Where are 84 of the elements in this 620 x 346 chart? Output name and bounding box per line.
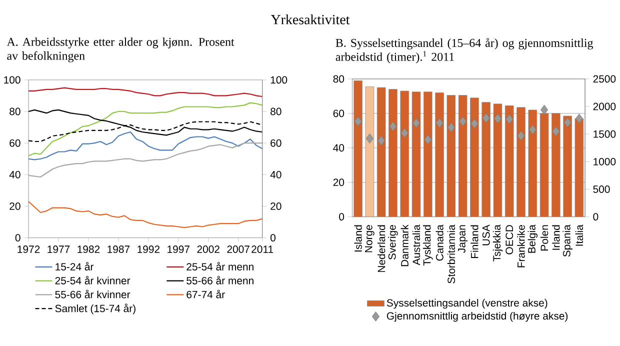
y-tick-label: 80: [270, 108, 282, 116]
x-tick-label: Belgia: [528, 224, 538, 253]
x-tick-label: 1982: [78, 246, 100, 254]
x-tick-label: Nederland: [378, 225, 386, 272]
x-tick-label: Danmark: [400, 224, 408, 266]
y2-tick-label: 2500: [593, 75, 616, 83]
x-tick-label: USA: [482, 224, 490, 246]
y-tick-label: 40: [270, 171, 282, 178]
y-tick-label: 0: [270, 234, 276, 242]
x-tick-label: Japan: [458, 225, 468, 254]
x-tick-label: Frankrike: [517, 225, 525, 268]
x-tick-label: OECD: [506, 225, 514, 254]
y2-tick-label: 0: [15, 234, 20, 242]
point: [482, 113, 490, 124]
x-tick-label: 2002: [197, 246, 220, 254]
point: [354, 116, 362, 127]
y-tick-label: 0: [339, 213, 344, 221]
y2-tick-label: 100: [4, 76, 20, 84]
y2-tick-label: 0: [593, 213, 598, 221]
x-tick-label: Sverige: [388, 225, 398, 260]
legend-label: Samlet (15-74 år): [55, 304, 136, 314]
y2-tick-label: 40: [9, 171, 20, 179]
legend-label: 55-66 år kvinner: [55, 290, 130, 298]
point: [412, 118, 420, 128]
x-tick-label: Canada: [436, 224, 444, 261]
y2-tick-label: 1000: [594, 158, 616, 166]
x-tick-label: 1972: [18, 246, 40, 254]
point: [470, 118, 478, 129]
x-tick-label: Polen: [540, 225, 548, 251]
legend-label: Sysselsettingsandel (venstre akse): [386, 299, 548, 309]
y2-tick-label: 1500: [594, 130, 616, 138]
y2-tick-label: 20: [10, 202, 20, 210]
x-tick-label: Finland: [470, 225, 478, 258]
y-tick-label: 40: [333, 144, 344, 152]
point: [400, 128, 408, 138]
y2-tick-label: 60: [10, 140, 20, 147]
point: [517, 130, 525, 141]
x-tick-label: 1977: [48, 246, 70, 254]
x-tick-label: Tsjekkia: [492, 224, 503, 262]
legend-label: 67-74 år: [186, 290, 225, 298]
point: [540, 104, 548, 115]
point: [528, 124, 536, 135]
point: [436, 118, 444, 128]
x-tick-label: Australia: [412, 224, 420, 266]
point: [424, 134, 432, 145]
x-tick-label: Norge: [365, 225, 374, 252]
y-tick-label: 80: [333, 75, 344, 83]
x-tick-label: 1997: [168, 246, 190, 254]
point: [389, 122, 397, 132]
text: Yrkesaktivitet: [270, 14, 350, 24]
y2-tick-label: 80: [10, 108, 20, 116]
point: [378, 136, 386, 146]
x-tick-label: 1992: [138, 246, 160, 254]
point: [366, 134, 374, 144]
chart-title: B. Sysselsettingsandel (15–64 år) og gjennomsnittlig arbeidstid (timer).$^{1}$ 2011: [336, 38, 594, 64]
x-tick-label: Irland: [552, 225, 560, 250]
chart-subtitle: A. Arbeidsstyrke etter alder og kjønn. Prosent av befolkningen: [6, 38, 234, 62]
x-tick-label: Spania: [562, 224, 572, 257]
point: [506, 114, 514, 124]
point: [564, 118, 572, 128]
x-tick-label: Italia: [575, 224, 584, 246]
legend-label: 25-54 år menn: [186, 262, 254, 271]
point: [552, 126, 560, 136]
legend-label: Gjennomsnittlig arbeidstid (høyre akse): [386, 312, 568, 322]
x-tick-label: Storbritannia: [447, 224, 456, 284]
x-tick-label: Tyskland: [423, 225, 433, 266]
y-tick-label: 20: [333, 178, 344, 186]
x-tick-label: 1987: [108, 246, 130, 254]
y-tick-label: 60: [333, 110, 344, 118]
y-tick-label: 100: [270, 76, 288, 84]
x-tick-label: Island: [354, 225, 362, 252]
legend-label: 15-24 år: [56, 262, 94, 271]
y2-tick-label: 2000: [593, 102, 616, 110]
point: [575, 114, 583, 124]
point: [447, 122, 455, 133]
y2-tick-label: 500: [593, 186, 610, 194]
point: [459, 116, 467, 127]
point: [494, 114, 502, 124]
legend-label: 25-54 år kvinner: [55, 276, 130, 285]
y-tick-label: 20: [270, 202, 282, 210]
y-tick-label: 60: [270, 140, 282, 147]
x-tick-label: 2007: [227, 246, 250, 254]
legend-label: 55-66 år menn: [186, 276, 254, 285]
x-tick-label: 2011: [252, 246, 274, 254]
